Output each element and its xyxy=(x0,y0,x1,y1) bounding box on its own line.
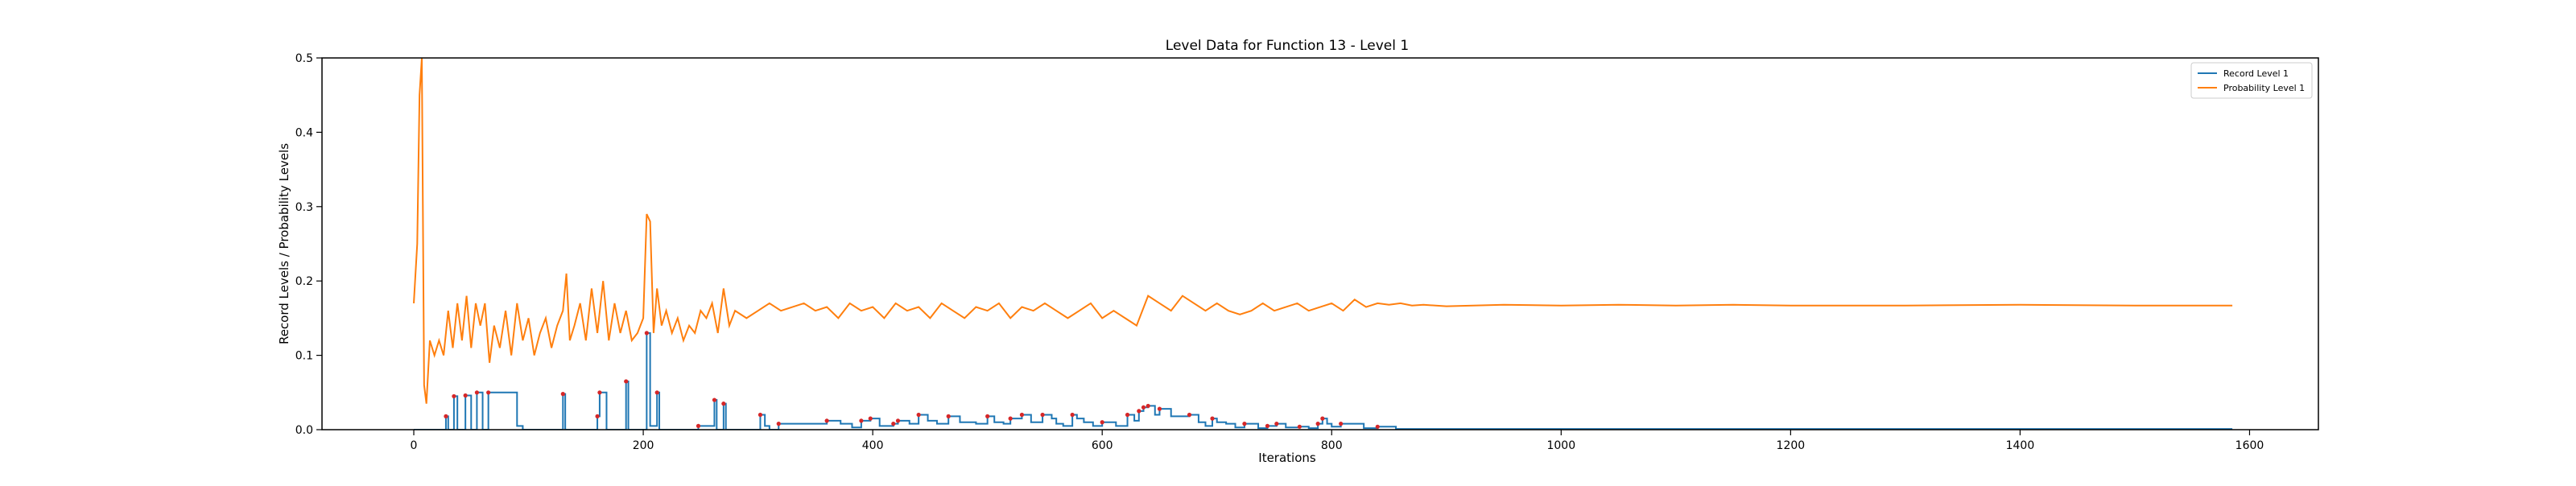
x-axis-label: Iterations xyxy=(1258,451,1316,465)
record-marker xyxy=(1265,423,1270,428)
record-marker xyxy=(859,418,864,423)
record-marker xyxy=(624,379,629,384)
record-marker xyxy=(1040,412,1045,418)
record-marker xyxy=(696,423,701,428)
record-marker xyxy=(1274,422,1279,426)
x-tick-label: 1200 xyxy=(1777,439,1806,452)
record-marker xyxy=(1187,412,1192,418)
probability-level-line xyxy=(413,58,2233,404)
record-marker xyxy=(868,416,873,421)
record-marker xyxy=(597,390,602,395)
y-tick-label: 0.5 xyxy=(295,52,313,65)
record-marker xyxy=(1315,422,1320,426)
record-marker xyxy=(916,412,921,418)
record-marker xyxy=(1019,412,1025,418)
y-tick-label: 0.3 xyxy=(295,201,313,214)
record-marker xyxy=(1070,412,1075,418)
x-tick-label: 1000 xyxy=(1546,439,1575,452)
record-marker xyxy=(721,402,726,406)
record-marker xyxy=(891,422,896,426)
record-marker xyxy=(444,414,448,418)
record-marker xyxy=(895,418,901,423)
record-marker xyxy=(1320,416,1325,421)
x-tick-label: 1400 xyxy=(2006,439,2035,452)
record-marker xyxy=(712,397,717,402)
record-marker xyxy=(595,414,600,418)
y-tick-label: 0.4 xyxy=(295,126,313,139)
record-marker xyxy=(1210,416,1215,421)
record-marker xyxy=(1242,422,1247,426)
legend-label: Record Level 1 xyxy=(2223,68,2289,79)
plot-area: 0 200 400 600 800 1000 1200 1400 1600 0.0 0.1 0.2 0.… xyxy=(295,52,2319,452)
record-marker xyxy=(463,393,468,398)
y-tick-label: 0.2 xyxy=(295,275,313,288)
record-marker xyxy=(486,390,491,395)
record-marker xyxy=(1339,422,1344,426)
record-marker xyxy=(1141,405,1146,410)
record-marker xyxy=(1157,406,1162,411)
record-level-line xyxy=(414,332,2233,430)
legend-box xyxy=(2190,62,2313,99)
record-marker xyxy=(1125,412,1130,418)
record-marker xyxy=(776,422,781,426)
record-marker xyxy=(946,414,951,418)
x-tick-label: 0 xyxy=(411,439,418,452)
record-marker xyxy=(1146,403,1150,409)
record-marker xyxy=(560,392,565,397)
record-marker xyxy=(644,331,649,336)
record-marker xyxy=(452,393,456,399)
chart-title: Level Data for Function 13 - Level 1 xyxy=(1166,38,1409,54)
axes-frame xyxy=(321,57,2319,430)
x-tick-label: 800 xyxy=(1321,439,1343,452)
record-marker xyxy=(1137,409,1141,414)
record-marker xyxy=(1008,416,1013,421)
y-tick-label: 0.1 xyxy=(295,350,313,363)
record-marker xyxy=(1100,420,1104,425)
x-tick-label: 200 xyxy=(633,439,654,452)
record-marker xyxy=(824,418,829,423)
record-marker xyxy=(1375,424,1380,429)
legend: Record Level 1 Probability Level 1 xyxy=(2190,62,2313,99)
x-tick-label: 600 xyxy=(1092,439,1113,452)
record-marker xyxy=(1297,424,1302,429)
record-marker xyxy=(758,412,763,418)
x-tick-label: 1600 xyxy=(2235,439,2264,452)
x-tick-label: 400 xyxy=(862,439,884,452)
y-axis-label: Record Levels / Probability Levels xyxy=(277,143,291,344)
y-tick-label: 0.0 xyxy=(295,424,313,437)
record-marker xyxy=(654,390,659,395)
record-marker xyxy=(474,390,480,395)
legend-label: Probability Level 1 xyxy=(2223,83,2305,93)
record-marker xyxy=(985,414,990,418)
